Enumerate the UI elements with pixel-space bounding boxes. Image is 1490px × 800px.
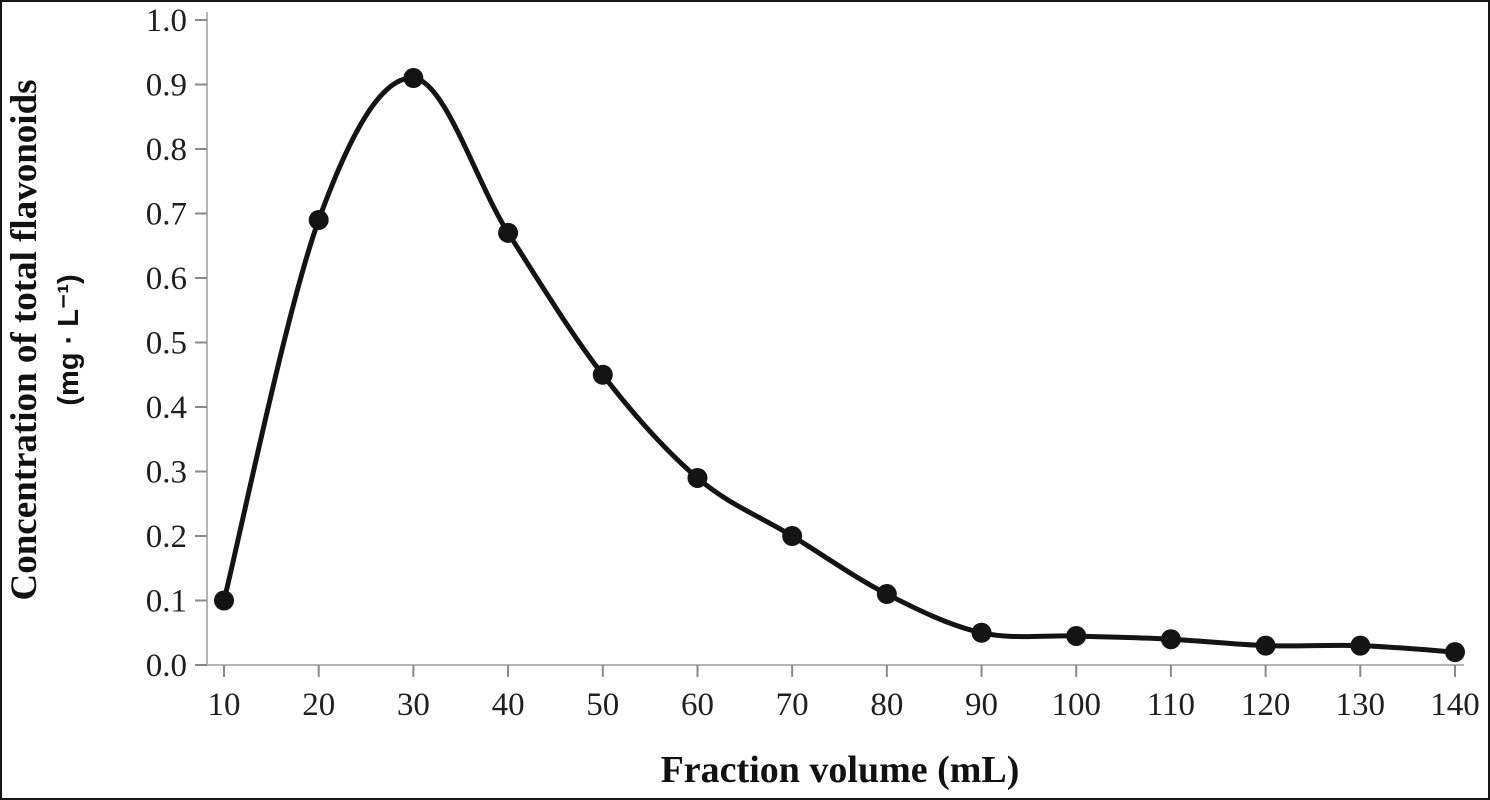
axes bbox=[206, 12, 1464, 666]
x-tick-label: 40 bbox=[492, 687, 525, 723]
tick-marks bbox=[195, 19, 1456, 677]
x-tick-label: 70 bbox=[776, 687, 809, 723]
x-tick-label: 140 bbox=[1430, 687, 1480, 723]
y-tick-label: 1.0 bbox=[146, 3, 187, 39]
x-tick-label: 30 bbox=[397, 687, 430, 723]
y-axis-units: (mg · L⁻¹) bbox=[53, 274, 85, 405]
series-line bbox=[221, 75, 1458, 655]
y-tick-label: 0.4 bbox=[146, 390, 187, 426]
data-point-marker bbox=[1160, 629, 1181, 650]
x-tick-label: 60 bbox=[681, 687, 714, 723]
x-tick-label: 20 bbox=[302, 687, 335, 723]
x-tick-label: 130 bbox=[1336, 687, 1386, 723]
data-point-marker bbox=[403, 68, 424, 89]
y-tick-label: 0.6 bbox=[146, 261, 187, 297]
x-tick-label: 80 bbox=[870, 687, 903, 723]
x-tick-label: 110 bbox=[1147, 687, 1195, 723]
tick-labels: 0.0 0.1 0.2 0.3 0.4 0.5 0.6 0.7 0.8 0.9 1.0 10 20 30 4… bbox=[146, 3, 1480, 723]
y-axis-title: Concentration of total flavonoids bbox=[4, 79, 45, 600]
x-tick-label: 50 bbox=[586, 687, 619, 723]
y-tick-label: 0.8 bbox=[146, 132, 187, 168]
y-tick-label: 0.5 bbox=[146, 326, 187, 362]
data-point-marker bbox=[308, 209, 329, 230]
data-point-marker bbox=[1066, 625, 1087, 646]
data-point-marker bbox=[687, 467, 708, 488]
data-point-marker bbox=[1350, 635, 1371, 656]
data-point-marker bbox=[592, 364, 613, 385]
y-tick-label: 0.2 bbox=[146, 519, 187, 555]
x-tick-label: 90 bbox=[965, 687, 998, 723]
data-point-marker bbox=[498, 222, 519, 243]
data-point-marker bbox=[782, 526, 803, 546]
x-tick-label: 100 bbox=[1051, 687, 1101, 723]
data-point-marker bbox=[1445, 642, 1465, 663]
y-tick-label: 0.7 bbox=[146, 197, 187, 233]
data-series bbox=[214, 68, 1465, 663]
data-point-marker bbox=[1255, 635, 1276, 656]
data-point-marker bbox=[971, 622, 992, 643]
y-tick-label: 0.1 bbox=[146, 584, 187, 620]
y-tick-label: 0.3 bbox=[146, 455, 187, 491]
x-tick-label: 10 bbox=[208, 687, 241, 723]
data-point-marker bbox=[214, 590, 234, 611]
y-tick-label: 0.0 bbox=[146, 648, 187, 684]
y-tick-label: 0.9 bbox=[146, 68, 187, 104]
x-axis-title: Fraction volume (mL) bbox=[661, 749, 1020, 791]
x-tick-label: 120 bbox=[1241, 687, 1291, 723]
data-point-marker bbox=[876, 584, 897, 605]
